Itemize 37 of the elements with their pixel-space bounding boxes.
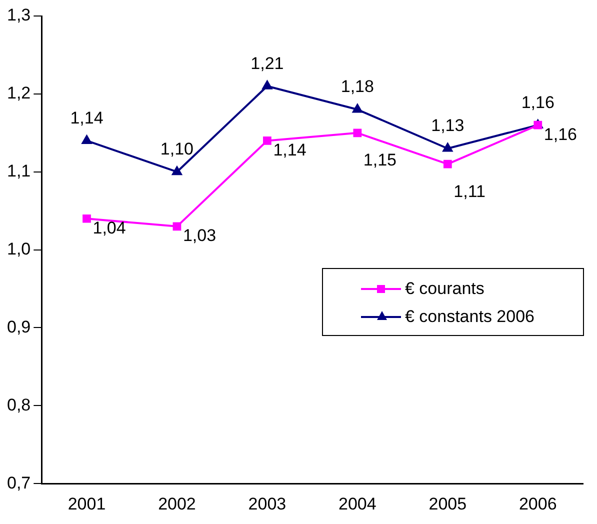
data-label: 1,10	[160, 140, 194, 159]
point	[172, 166, 182, 176]
point	[82, 214, 91, 223]
point	[443, 160, 452, 168]
x-tick-label: 2006	[518, 494, 557, 514]
data-label: 1,03	[182, 226, 216, 246]
data-label: 1,14	[70, 108, 104, 128]
x-tick-label: 2002	[158, 494, 196, 514]
data-label: 1,04	[92, 218, 126, 238]
x-tick-label: 2003	[248, 494, 286, 514]
data-label: 1,16	[521, 92, 554, 112]
legend-label: € courants	[405, 279, 484, 299]
y-tick-label: 1,2	[6, 84, 31, 103]
x-tick-label: 2005	[428, 494, 467, 514]
data-label: 1,21	[250, 54, 284, 73]
legend-label: € constants 2006	[405, 307, 534, 327]
y-tick-label: 1,0	[6, 239, 31, 258]
data-label: 1,15	[363, 150, 397, 170]
point	[353, 128, 362, 138]
data-label: 1,11	[454, 182, 486, 201]
y-tick-label: 0,9	[6, 317, 31, 336]
x-tick-label: 2001	[68, 494, 106, 514]
point	[262, 80, 272, 90]
point	[442, 142, 453, 152]
x-tick-label: 2004	[338, 494, 376, 514]
y-tick-label: 0,7	[6, 473, 31, 492]
data-label: 1,16	[544, 124, 577, 144]
y-tick-label: 1,3	[6, 6, 31, 25]
point	[352, 104, 362, 113]
point	[82, 135, 92, 144]
data-label: 1,18	[340, 77, 374, 96]
y-tick-label: 1,1	[6, 162, 31, 181]
point	[263, 136, 272, 145]
point	[172, 222, 182, 231]
y-tick-label: 0,8	[6, 395, 31, 414]
data-label: 1,14	[273, 140, 306, 160]
data-label: 1,13	[431, 116, 464, 136]
